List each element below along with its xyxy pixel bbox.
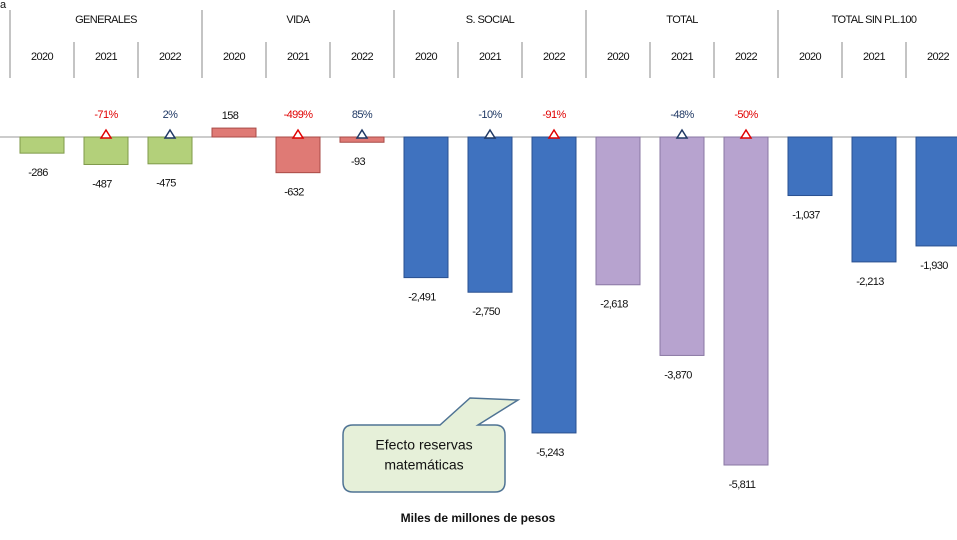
year-label: 2020 — [799, 51, 822, 63]
callout-text: Efecto reservas — [375, 437, 472, 453]
group-label: TOTAL — [666, 14, 698, 26]
value-label: -2,213 — [856, 276, 884, 288]
year-label: 2022 — [351, 51, 374, 63]
year-label: 2022 — [159, 51, 182, 63]
corner-text: a — [0, 0, 7, 11]
year-label: 2022 — [735, 51, 758, 63]
value-label: -487 — [92, 178, 112, 190]
group-label: S. SOCIAL — [466, 14, 515, 26]
bar — [595, 136, 641, 286]
value-label: -475 — [156, 178, 176, 190]
value-label: -2,750 — [472, 306, 500, 318]
change-marker — [547, 128, 561, 139]
value-label: 158 — [222, 110, 239, 122]
change-label: -48% — [670, 109, 694, 121]
change-marker — [739, 128, 753, 139]
bar — [275, 136, 321, 174]
bar — [147, 136, 193, 165]
callout-text: matemáticas — [384, 457, 463, 473]
change-marker — [99, 128, 113, 139]
year-label: 2021 — [95, 51, 118, 63]
change-marker — [163, 128, 177, 139]
value-label: -5,811 — [729, 479, 756, 491]
bar — [403, 136, 449, 279]
change-marker — [675, 128, 689, 139]
year-label: 2020 — [607, 51, 630, 63]
year-label: 2021 — [287, 51, 310, 63]
bar — [915, 136, 957, 247]
year-label: 2020 — [223, 51, 246, 63]
value-label: -632 — [284, 187, 304, 199]
change-marker — [291, 128, 305, 139]
year-label: 2022 — [543, 51, 566, 63]
change-label: 2% — [163, 109, 179, 121]
group-label: VIDA — [286, 14, 311, 26]
year-label: 2021 — [671, 51, 694, 63]
change-marker — [483, 128, 497, 139]
value-label: -5,243 — [536, 447, 564, 459]
year-label: 2020 — [415, 51, 438, 63]
group-label: TOTAL SIN P.L.100 — [832, 14, 917, 26]
value-label: -93 — [351, 156, 366, 168]
year-label: 2020 — [31, 51, 54, 63]
bar — [659, 136, 705, 356]
year-label: 2021 — [863, 51, 886, 63]
year-label: 2022 — [927, 51, 950, 63]
bar — [19, 136, 65, 154]
value-label: -2,491 — [408, 292, 436, 304]
change-label: -50% — [734, 109, 758, 121]
group-label: GENERALES — [75, 14, 137, 26]
change-label: -10% — [478, 109, 502, 121]
change-label: -71% — [94, 109, 118, 121]
bar — [851, 136, 897, 263]
bar — [211, 127, 257, 138]
bar — [83, 136, 129, 165]
bar — [467, 136, 513, 293]
year-label: 2021 — [479, 51, 502, 63]
bar — [723, 136, 769, 466]
value-label: -1,037 — [792, 209, 820, 221]
bar — [531, 136, 577, 434]
value-label: -2,618 — [600, 299, 628, 311]
change-label: 85% — [352, 109, 373, 121]
change-label: -499% — [284, 109, 314, 121]
value-label: -286 — [28, 167, 48, 179]
value-label: -1,930 — [920, 260, 948, 272]
callout — [342, 397, 521, 493]
value-label: -3,870 — [664, 369, 692, 381]
change-marker — [355, 128, 369, 139]
change-label: -91% — [542, 109, 566, 121]
bar — [787, 136, 833, 197]
x-axis-label: Miles de millones de pesos — [401, 511, 556, 525]
